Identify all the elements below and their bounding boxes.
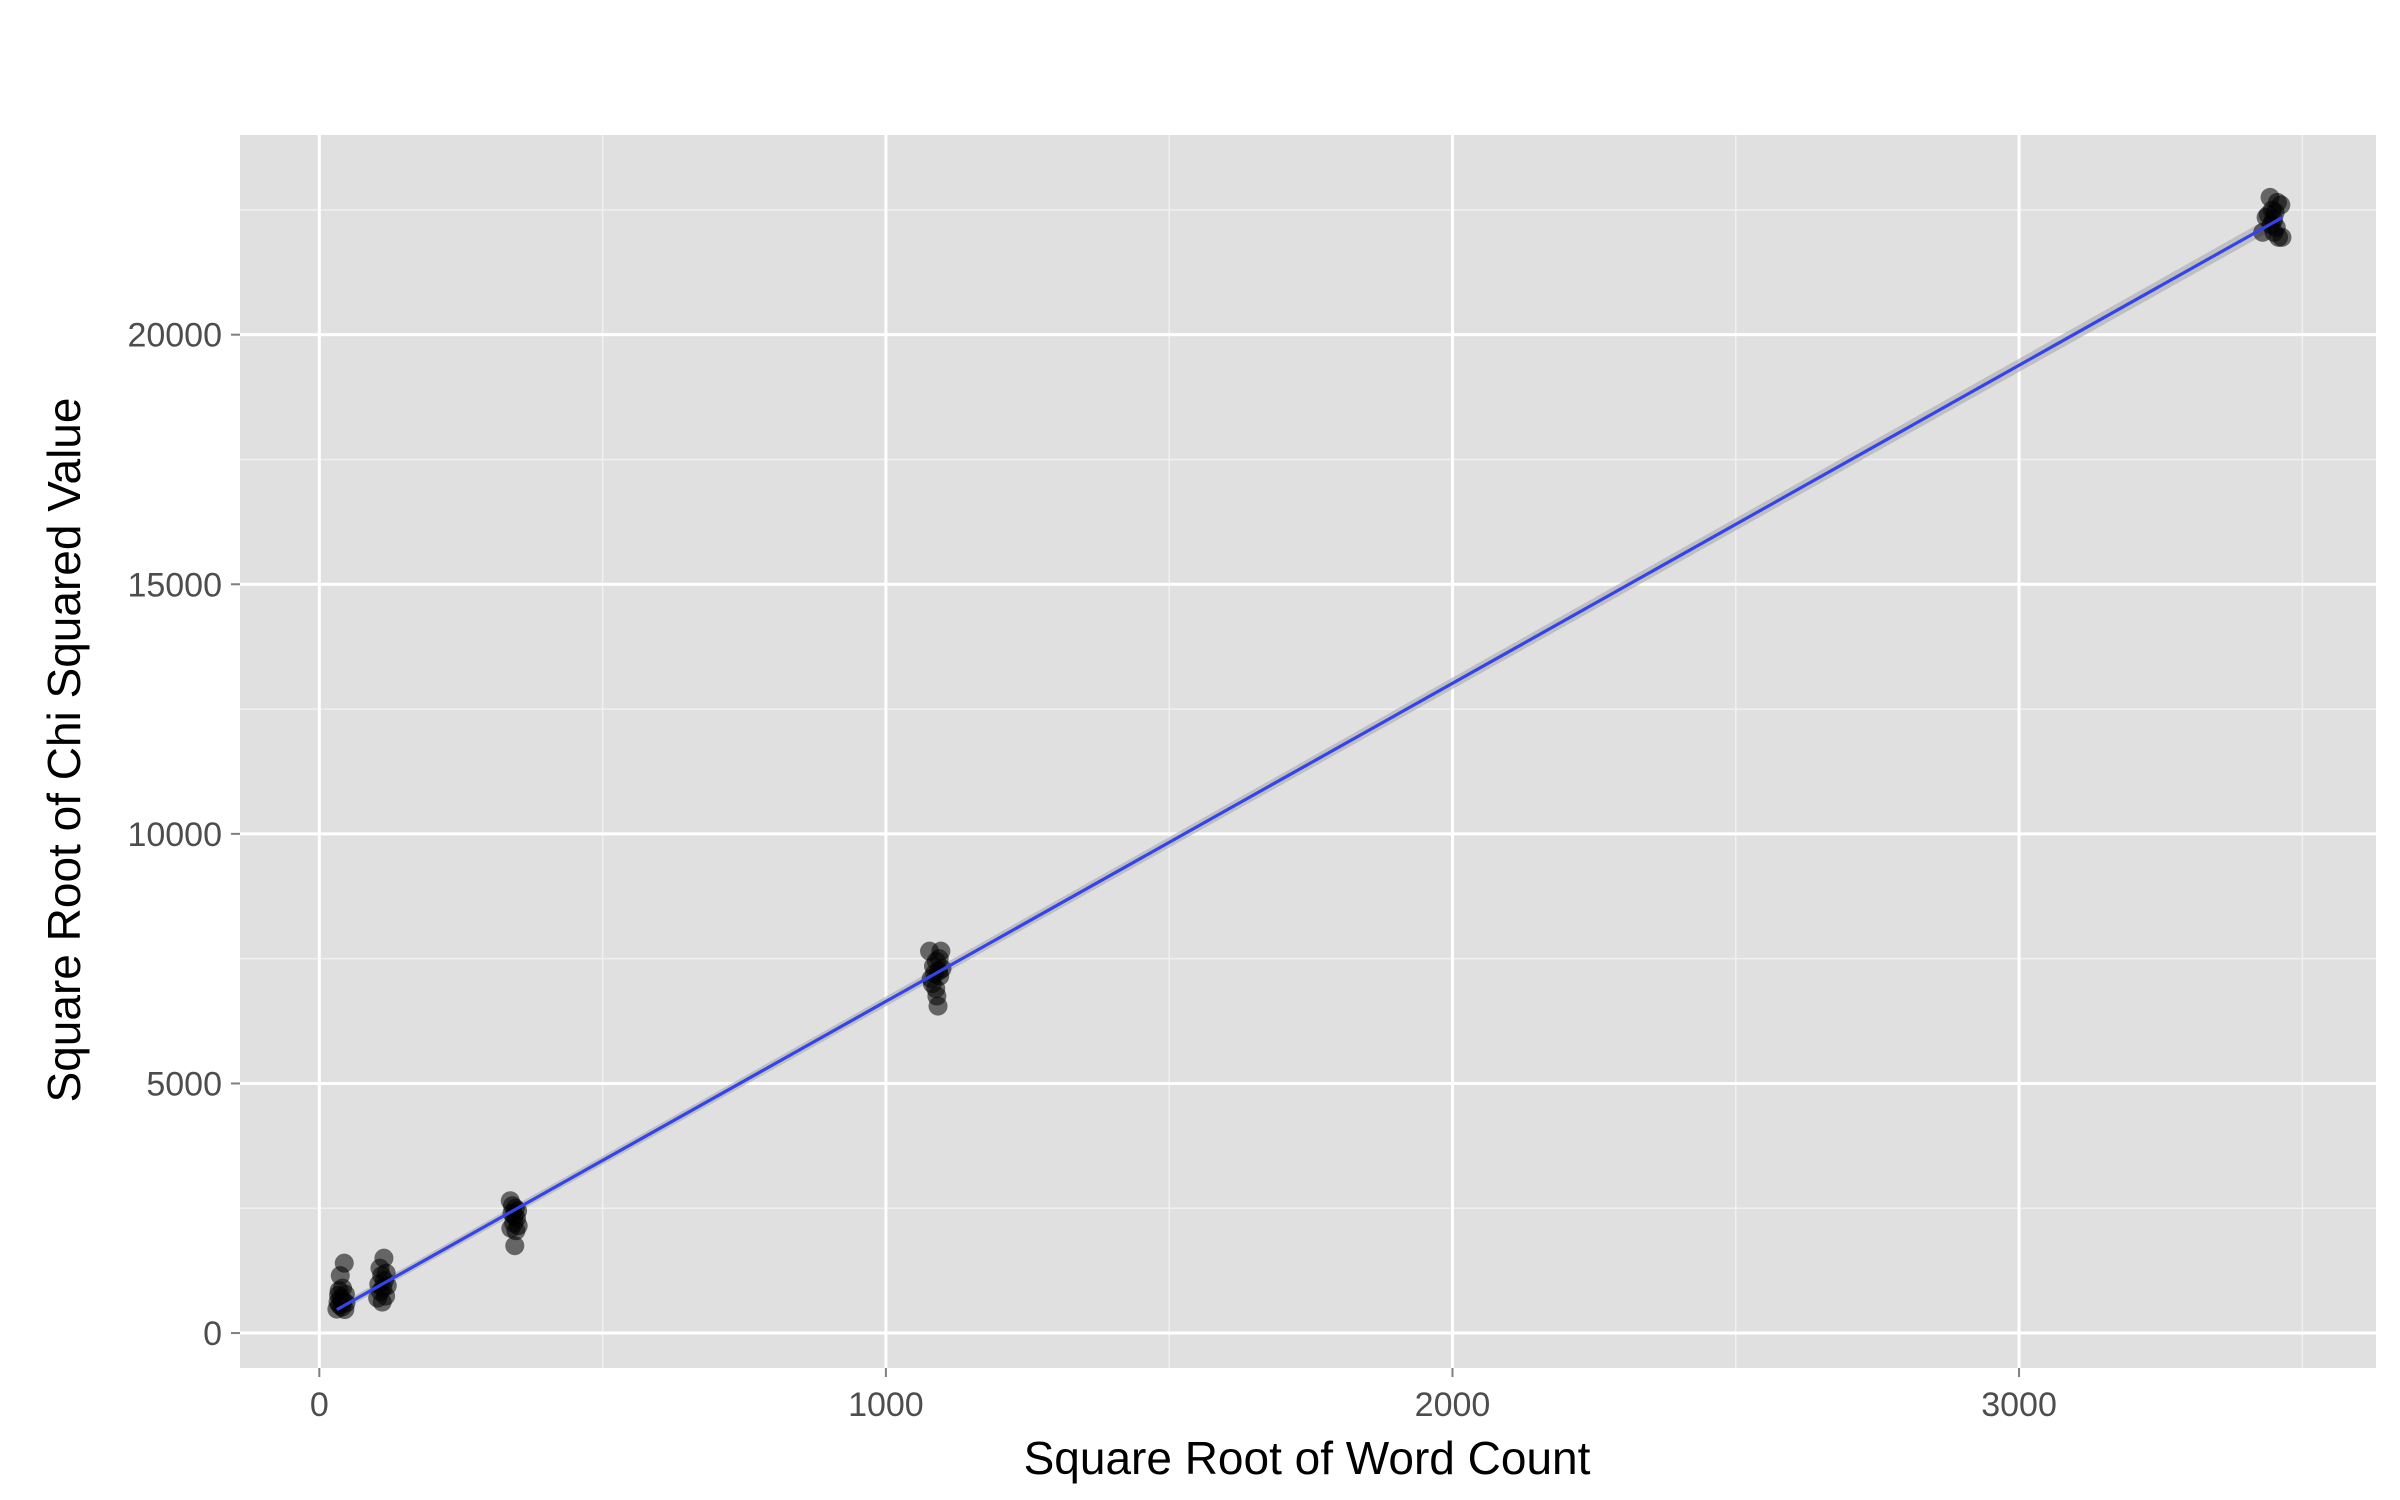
regression-line [336,215,2284,1311]
y-tick-label: 10000 [127,816,222,854]
y-tick-label: 5000 [146,1065,222,1103]
x-tick-label: 0 [310,1386,329,1424]
x-axis-title: Square Root of Word Count [1024,1432,1591,1484]
data-point [505,1236,525,1256]
x-axis: 0 1000 2000 3000 [310,1368,2057,1424]
data-point [2272,227,2292,247]
data-point [377,1276,397,1296]
data-point [931,941,951,961]
y-axis: 0 5000 10000 15000 20000 [127,317,240,1353]
data-point [334,1253,354,1273]
y-tick-label: 20000 [127,317,222,355]
data-point [374,1248,394,1268]
major-grid [240,135,2376,1368]
y-tick-label: 0 [203,1315,222,1353]
data-point [2271,195,2291,215]
data-point [928,996,948,1016]
y-axis-title: Square Root of Chi Squared Value [38,398,90,1103]
x-tick-label: 2000 [1415,1386,1491,1424]
data-point [508,1216,528,1236]
data-points [327,187,2292,1320]
y-tick-label: 15000 [127,566,222,604]
x-tick-label: 1000 [848,1386,924,1424]
x-tick-label: 3000 [1981,1386,2057,1424]
